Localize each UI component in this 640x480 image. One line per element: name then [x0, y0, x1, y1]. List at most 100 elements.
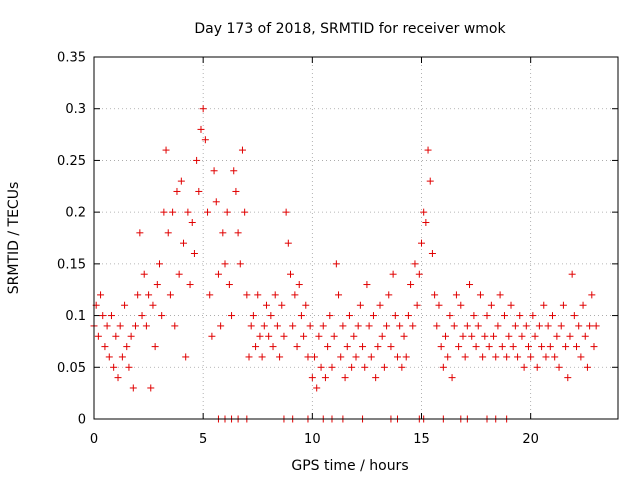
data-point — [520, 363, 528, 371]
plot-frame — [93, 56, 619, 420]
data-point — [393, 353, 401, 361]
data-point — [158, 312, 166, 320]
data-point — [568, 270, 576, 278]
data-point — [273, 322, 281, 330]
data-point — [280, 332, 288, 340]
data-point — [103, 322, 111, 330]
data-point — [529, 312, 537, 320]
data-point — [424, 146, 432, 154]
data-point — [583, 363, 591, 371]
data-point — [544, 322, 552, 330]
data-point — [129, 384, 137, 392]
data-point — [376, 301, 384, 309]
y-tick-label: 0.05 — [57, 361, 86, 376]
data-point — [193, 156, 201, 164]
y-tick-label: 0.35 — [57, 51, 86, 66]
data-point — [483, 312, 491, 320]
data-point — [134, 291, 142, 299]
data-point — [588, 291, 596, 299]
data-point — [540, 301, 548, 309]
data-point — [374, 343, 382, 351]
data-point — [214, 270, 222, 278]
data-point — [592, 322, 600, 330]
data-point — [361, 363, 369, 371]
data-point — [494, 322, 502, 330]
data-point — [337, 353, 345, 361]
data-point — [415, 270, 423, 278]
data-point — [439, 363, 447, 371]
data-point — [169, 208, 177, 216]
data-point — [217, 322, 225, 330]
data-point — [396, 322, 404, 330]
data-point — [507, 301, 515, 309]
data-point — [284, 239, 292, 247]
data-point — [243, 291, 251, 299]
data-point — [173, 187, 181, 195]
data-point — [391, 312, 399, 320]
data-point — [551, 353, 559, 361]
data-point — [514, 353, 522, 361]
data-point — [428, 250, 436, 258]
data-point — [324, 343, 332, 351]
data-point — [182, 353, 190, 361]
data-point — [472, 343, 480, 351]
data-point — [219, 229, 227, 237]
data-point — [407, 281, 415, 289]
data-point — [269, 343, 277, 351]
data-point — [147, 384, 155, 392]
data-point — [496, 291, 504, 299]
data-point — [562, 343, 570, 351]
data-point — [516, 312, 524, 320]
data-point — [232, 187, 240, 195]
x-axis-label: GPS time / hours — [291, 458, 408, 474]
data-point — [418, 239, 425, 247]
data-point — [546, 343, 554, 351]
data-point — [131, 322, 139, 330]
data-point — [238, 146, 246, 154]
data-point — [295, 281, 303, 289]
data-point — [221, 260, 229, 268]
data-point — [452, 291, 460, 299]
data-point — [444, 353, 452, 361]
data-point — [289, 322, 297, 330]
data-point — [413, 301, 421, 309]
data-point — [422, 218, 430, 226]
data-point — [302, 301, 310, 309]
data-point — [345, 312, 353, 320]
data-point — [118, 353, 126, 361]
data-point — [160, 208, 168, 216]
data-point — [385, 291, 393, 299]
data-point — [573, 343, 581, 351]
y-tick-label: 0.1 — [65, 309, 86, 324]
data-point — [448, 374, 456, 382]
data-point — [330, 332, 338, 340]
grid-lines — [94, 57, 618, 419]
data-point — [107, 312, 115, 320]
data-point — [363, 281, 371, 289]
data-point — [409, 322, 417, 330]
y-axis-label: SRMTID / TECUs — [6, 182, 22, 295]
data-point — [210, 167, 218, 175]
data-point — [317, 363, 325, 371]
data-point — [105, 353, 113, 361]
data-point — [468, 332, 476, 340]
data-point — [557, 322, 565, 330]
data-point — [339, 322, 347, 330]
x-tick-label: 20 — [522, 432, 539, 447]
data-point — [586, 322, 594, 330]
data-point — [127, 332, 135, 340]
data-point — [538, 343, 546, 351]
data-point — [195, 187, 203, 195]
data-point — [359, 343, 367, 351]
data-point — [110, 363, 118, 371]
data-point — [341, 374, 349, 382]
data-point — [271, 291, 279, 299]
data-point — [372, 374, 380, 382]
data-point — [287, 270, 294, 278]
data-point — [204, 208, 212, 216]
data-point — [136, 229, 144, 237]
data-point — [282, 208, 290, 216]
chart-title: Day 173 of 2018, SRMTID for receiver wmo… — [194, 21, 506, 37]
data-point — [476, 291, 484, 299]
data-point — [175, 270, 183, 278]
